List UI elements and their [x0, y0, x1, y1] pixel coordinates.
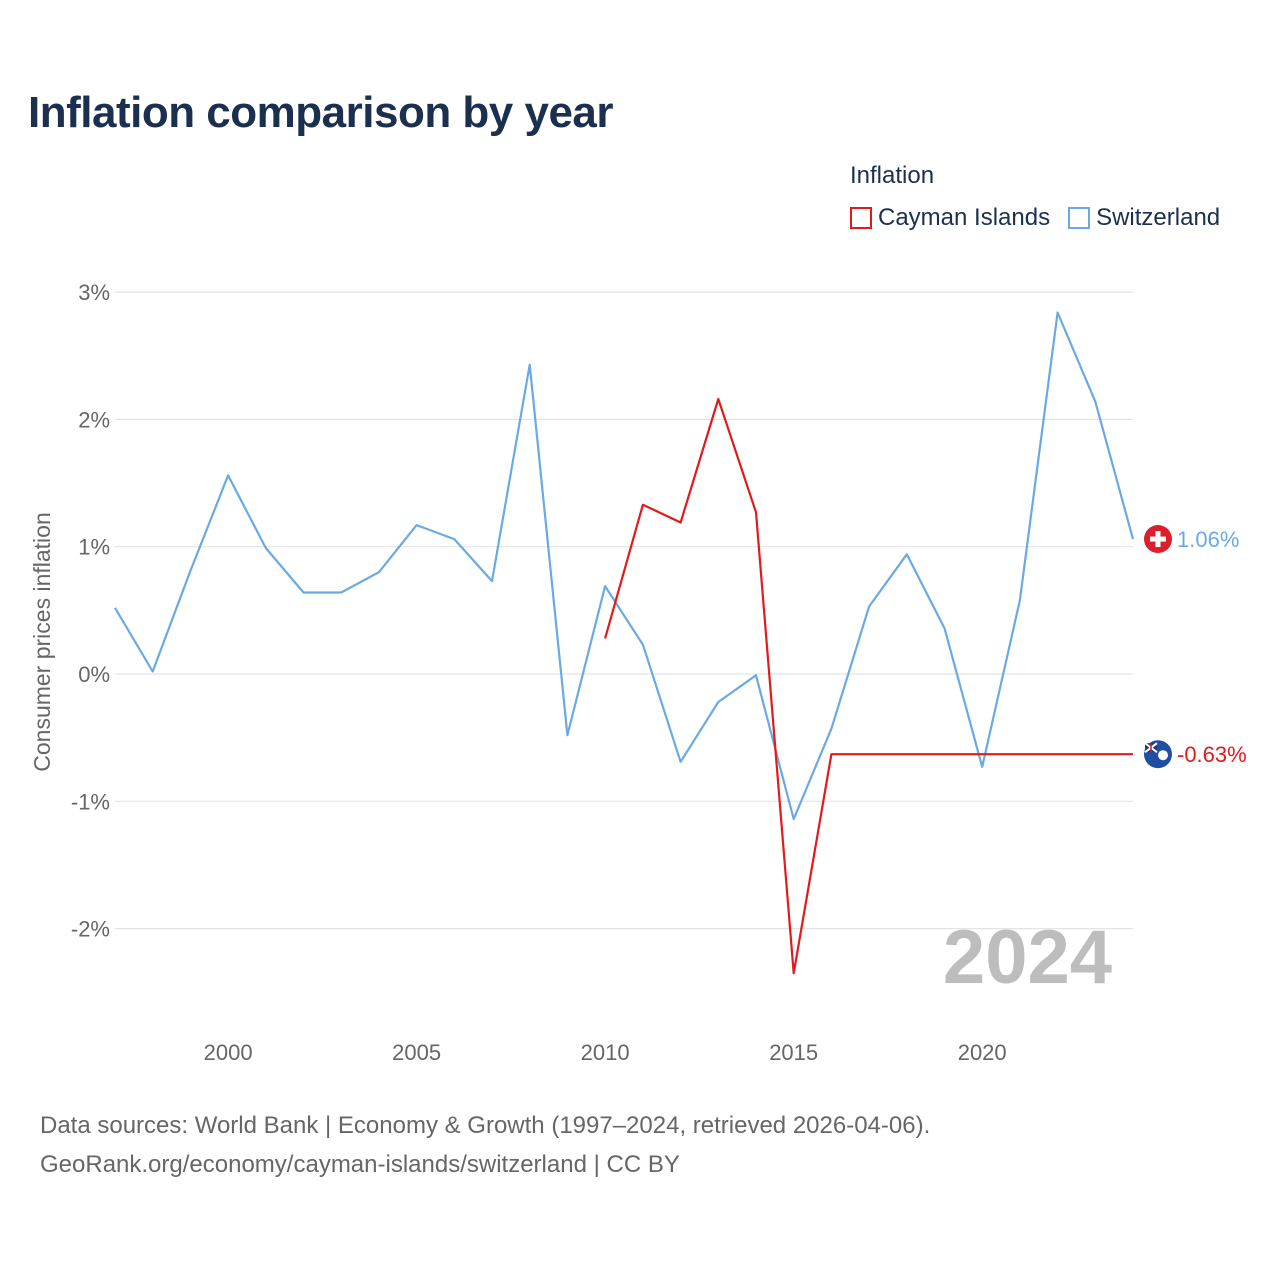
- series-lines: [114, 311, 1135, 975]
- y-tick-label: 0%: [78, 662, 110, 687]
- legend-title: Inflation: [850, 162, 935, 189]
- x-tick-label: 2020: [958, 1040, 1007, 1065]
- series-line-cayman-islands[interactable]: [604, 397, 1133, 975]
- y-tick-label: 2%: [78, 407, 110, 432]
- legend-item-cayman-islands[interactable]: Cayman Islands: [850, 204, 1050, 232]
- y-tick-label: 3%: [78, 280, 110, 305]
- series-line-switzerland[interactable]: [114, 311, 1135, 821]
- legend-label-switzerland: Switzerland: [1096, 204, 1221, 231]
- y-tick-label: 1%: [78, 535, 110, 560]
- legend-swatch-cayman-islands: [850, 207, 872, 229]
- y-axis-ticks: 3% 2% 1% 0% -1% -2%: [71, 280, 110, 942]
- end-markers: 1.06% -0.63%: [1144, 525, 1247, 769]
- x-tick-label: 2010: [581, 1040, 630, 1065]
- x-tick-label: 2005: [392, 1040, 441, 1065]
- x-tick-label: 2015: [769, 1040, 818, 1065]
- y-tick-label: -1%: [71, 789, 110, 814]
- gridlines: [115, 291, 1133, 930]
- year-watermark: 2024: [943, 915, 1112, 1000]
- chart-title: Inflation comparison by year: [28, 88, 614, 137]
- end-label-switzerland: 1.06%: [1177, 527, 1239, 552]
- x-axis-ticks: 2000 2005 2010 2015 2020: [204, 1040, 1007, 1065]
- y-tick-label: -2%: [71, 917, 110, 942]
- switzerland-flag-icon: [1144, 525, 1172, 554]
- footer-link[interactable]: GeoRank.org/economy/cayman-islands/switz…: [40, 1151, 680, 1178]
- legend-item-switzerland[interactable]: Switzerland: [1068, 204, 1220, 232]
- legend-swatch-switzerland: [1068, 207, 1091, 229]
- end-label-cayman-islands: -0.63%: [1177, 742, 1247, 767]
- footer-sources: Data sources: World Bank | Economy & Gro…: [40, 1112, 931, 1139]
- legend-label-cayman-islands: Cayman Islands: [878, 204, 1051, 231]
- y-axis-title: Consumer prices inflation: [29, 512, 55, 772]
- line-chart: 3% 2% 1% 0% -1% -2% 2000 2005 2010 2015 2020 Cons…: [29, 280, 1247, 1065]
- legend: Cayman Islands Switzerland: [850, 204, 1220, 232]
- cayman-islands-flag-icon: [1144, 740, 1172, 769]
- x-tick-label: 2000: [204, 1040, 253, 1065]
- footer: Data sources: World Bank | Economy & Gro…: [40, 1106, 930, 1184]
